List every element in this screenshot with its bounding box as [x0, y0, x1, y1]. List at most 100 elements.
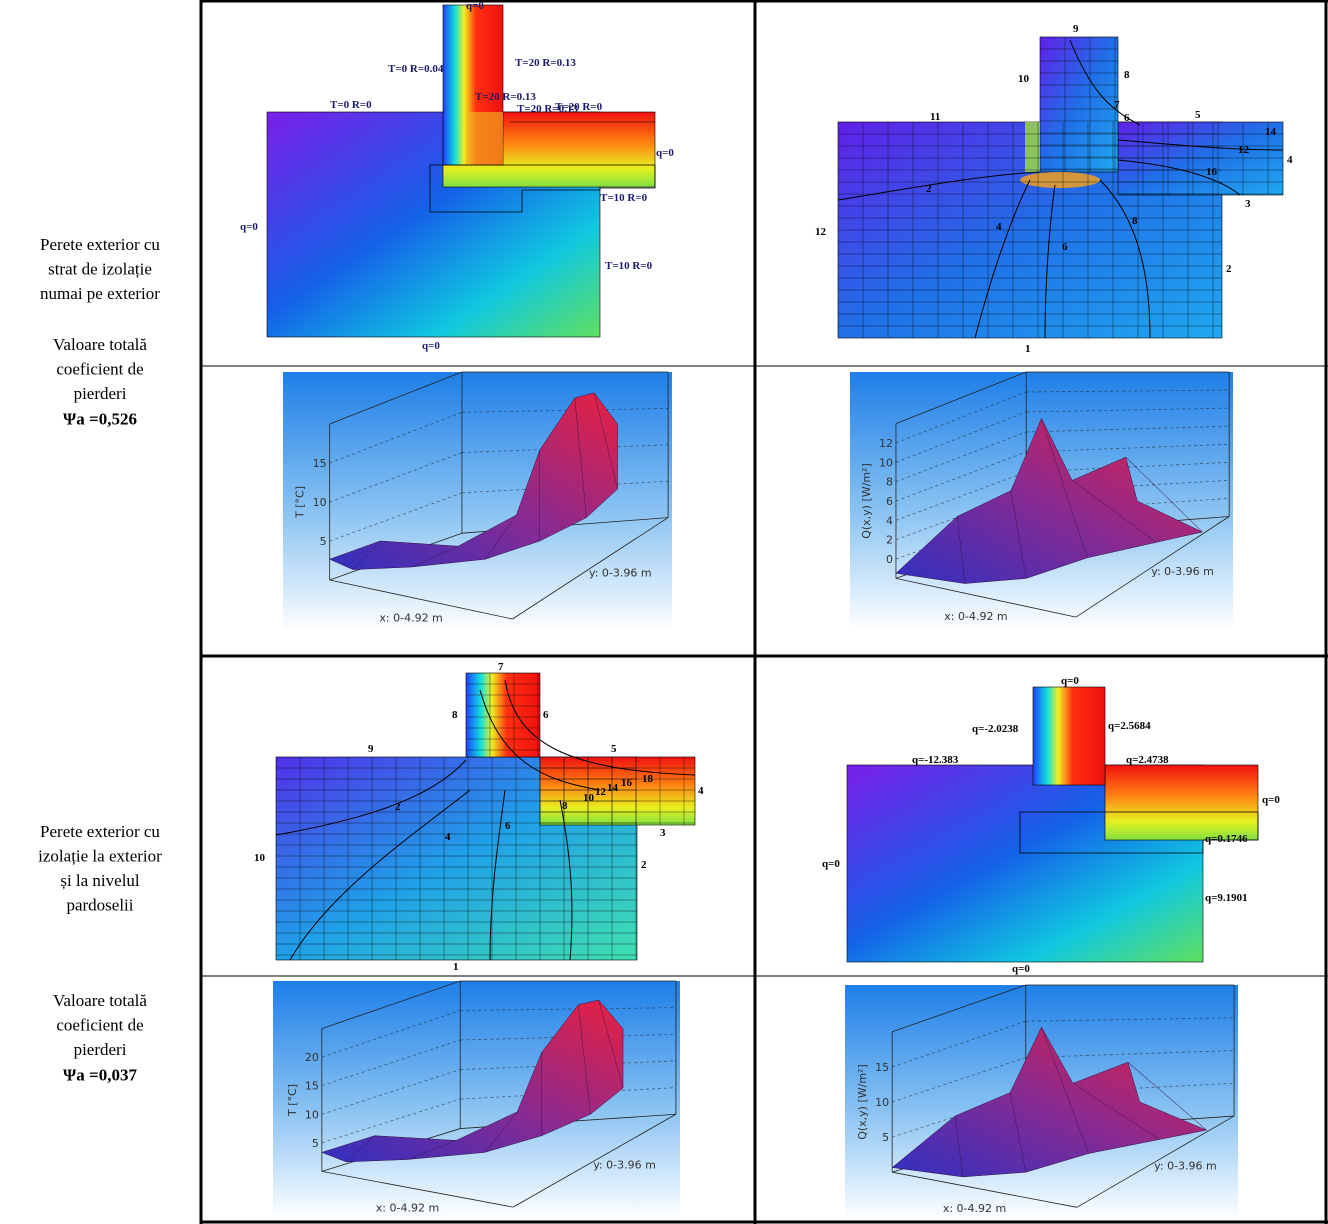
x-axis-label: x: 0-4.92 m [943, 1202, 1006, 1215]
boundary-label: T=20 R=0.13 [475, 91, 536, 103]
isotherm-label: 11 [930, 111, 940, 123]
z-tick-label: 5 [320, 535, 327, 548]
coefficient-caption: Valoare totală [53, 991, 147, 1010]
isotherm-label: 8 [1124, 69, 1130, 81]
isotherm-label: 10 [1018, 73, 1030, 85]
wall-region [466, 673, 540, 757]
z-tick-label: 10 [305, 1108, 319, 1121]
z-tick-label: 12 [879, 437, 893, 450]
isotherm-label: 10 [254, 852, 266, 864]
boundary-label: q=0 [466, 0, 484, 12]
isotherm-label: 8 [562, 800, 568, 812]
z-tick-label: 4 [886, 514, 893, 527]
boundary-label: T=10 R=0 [605, 260, 653, 272]
flux-label: q=9.1901 [1205, 892, 1248, 904]
coefficient-value: Ψa =0,037 [63, 1066, 137, 1085]
z-tick-label: 10 [875, 1096, 889, 1109]
isotherm-label: 2 [1226, 263, 1232, 275]
x-axis-label: x: 0-4.92 m [379, 612, 442, 625]
isotherm-label: 14 [1265, 126, 1277, 138]
body: {"table": {"rows": [ {"description": ["P… [0, 0, 1328, 1224]
flux-label: q=2.4738 [1126, 754, 1169, 766]
z-tick-label: 15 [313, 457, 327, 470]
isotherm-label: 2 [395, 801, 401, 813]
z-tick-label: 15 [305, 1080, 319, 1093]
plot-background [273, 981, 680, 1219]
isotherm-label: 18 [642, 773, 654, 785]
isotherm-label: 1 [453, 961, 459, 973]
z-tick-label: 15 [875, 1061, 889, 1074]
wall-region [1040, 37, 1118, 172]
x-axis-label: x: 0-4.92 m [944, 610, 1007, 623]
isotherm-label: 16 [1206, 166, 1218, 178]
isotherm-label: 6 [1124, 112, 1130, 124]
description-line: pardoselii [66, 896, 133, 915]
isotherm-label: 3 [1245, 198, 1251, 210]
flux-label: q=0.1746 [1205, 833, 1248, 845]
y-axis-label: y: 0-3.96 m [593, 1159, 656, 1172]
z-tick-label: 20 [305, 1051, 319, 1064]
z-tick-label: 10 [313, 496, 327, 509]
isotherm-label: 2 [641, 859, 647, 871]
isotherm-label: 3 [660, 827, 666, 839]
z-tick-label: 0 [886, 553, 893, 566]
flux-label: q=0 [1061, 675, 1079, 687]
flux-label: q=0 [1262, 794, 1280, 806]
page: Perete exterior body { margin: 0; width:… [0, 0, 1328, 1224]
z-axis-label: T [°C] [286, 1084, 299, 1117]
flux-label: q=0 [822, 858, 840, 870]
isotherm-label: 12 [815, 226, 827, 238]
description-line: strat de izolație [48, 260, 152, 279]
isotherm-label: 6 [543, 709, 549, 721]
isotherm-label: 4 [1287, 154, 1293, 166]
flux-label: q=2.5684 [1108, 720, 1151, 732]
isotherm-label: 9 [1073, 23, 1079, 35]
y-axis-label: y: 0-3.96 m [589, 566, 652, 579]
isotherm-label: 6 [1062, 241, 1068, 253]
z-tick-label: 6 [886, 495, 893, 508]
isotherm-label: 12 [595, 786, 607, 798]
isotherm-label: 4 [445, 831, 451, 843]
wall-region [1033, 687, 1105, 785]
isotherm-label: 12 [1238, 144, 1250, 156]
y-axis-label: y: 0-3.96 m [1154, 1160, 1217, 1173]
coefficient-caption: coeficient de [56, 1016, 143, 1035]
isotherm-label: 5 [611, 743, 617, 755]
isotherm-label: 4 [996, 221, 1002, 233]
boundary-label: q=0 [422, 340, 440, 352]
boundary-label: q=0 [656, 147, 674, 159]
isotherm-label: 4 [698, 785, 704, 797]
isotherm-label: 6 [505, 820, 511, 832]
z-axis-label: Q(x,y) [W/m²] [860, 463, 873, 539]
boundary-label: T=20 R=0.13 [515, 57, 576, 69]
wall-hot-side [468, 112, 503, 165]
z-tick-label: 10 [879, 456, 893, 469]
isotherm-label: 1 [1025, 343, 1031, 355]
coefficient-caption: Valoare totală [53, 335, 147, 354]
boundary-label: T=20 R=0 [555, 101, 603, 113]
boundary-label: T=0 R=0.04 [388, 63, 444, 75]
isotherm-label: 10 [583, 792, 595, 804]
boundary-label: q=0 [240, 221, 258, 233]
description-line: Perete exterior cu [40, 822, 160, 841]
isotherm-label: 2 [926, 183, 932, 195]
isotherm-label: 7 [1114, 99, 1120, 111]
coefficient-caption: pierderi [74, 384, 127, 403]
z-tick-label: 8 [886, 476, 893, 489]
flux-label: q=0 [1012, 963, 1030, 975]
z-tick-label: 5 [882, 1131, 889, 1144]
boundary-label: T=0 R=0 [330, 99, 372, 111]
boundary-label: T=10 R=0 [600, 192, 648, 204]
description-line: și la nivelul [60, 871, 140, 890]
coefficient-value: Ψa =0,526 [63, 410, 137, 429]
document-table: Perete exterior cu strat de izolație numai… [0, 0, 1328, 1224]
coefficient-caption: coeficient de [56, 360, 143, 379]
z-tick-label: 2 [886, 534, 893, 547]
coefficient-caption: pierderi [74, 1040, 127, 1059]
description-line: numai pe exterior [40, 284, 160, 303]
slab-region [1105, 765, 1258, 840]
isotherm-label: 8 [452, 709, 458, 721]
isotherm-label: 9 [368, 743, 374, 755]
isotherm-label: 14 [607, 782, 619, 794]
isotherm-label: 7 [498, 661, 504, 673]
